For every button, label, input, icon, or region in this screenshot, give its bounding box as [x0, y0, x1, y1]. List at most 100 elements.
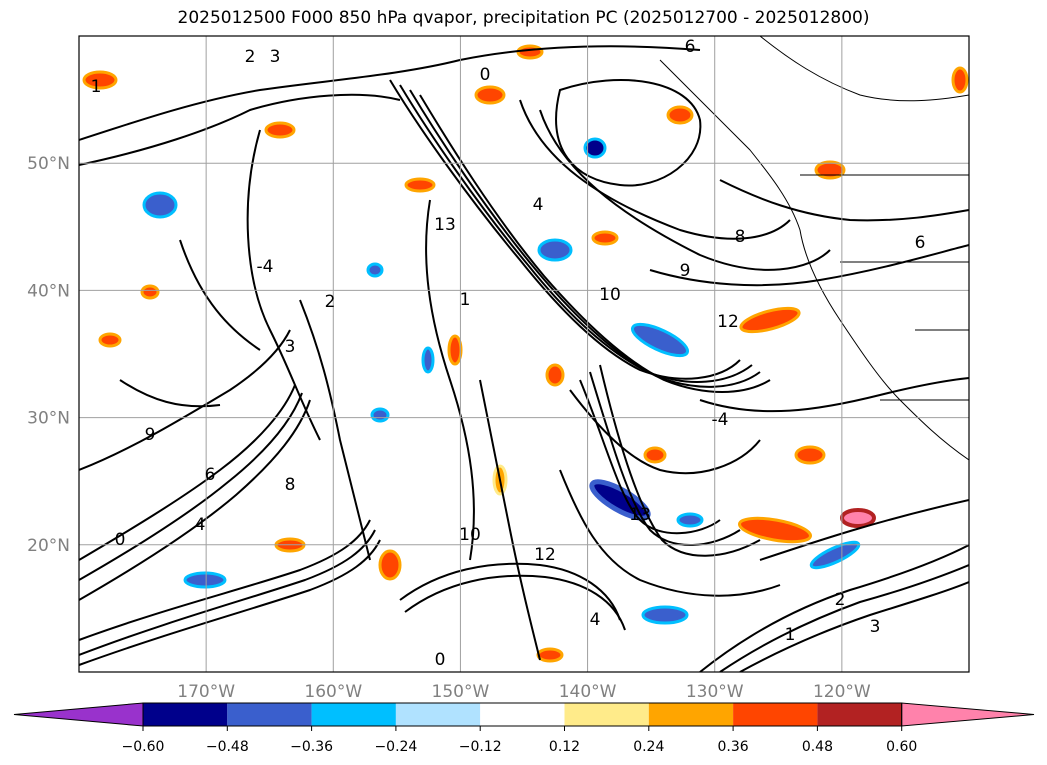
- precip-patch: [951, 66, 969, 94]
- precip-patch: [536, 647, 564, 663]
- lon-tick-label: 170°W: [177, 682, 235, 702]
- precip-patch: [545, 363, 565, 387]
- contour-label: 8: [285, 475, 296, 495]
- contour-line: [559, 469, 781, 597]
- precip-patch: [738, 516, 812, 544]
- contour-label: -4: [257, 257, 274, 277]
- precip-patch: [366, 262, 384, 278]
- precip-patch: [82, 70, 118, 90]
- contour-line: [299, 299, 371, 561]
- colorbar-tick-label: −0.60: [122, 739, 165, 755]
- colorbar-swatch: [143, 703, 228, 726]
- contour-label: 3: [870, 617, 881, 637]
- colorbar-swatch: [648, 703, 734, 726]
- colorbar-swatch: [227, 703, 312, 726]
- contour-line: [79, 529, 376, 656]
- axis-tick-labels: 170°W 160°W 150°W 140°W 130°W 120°W20°N30°N40…: [27, 154, 871, 702]
- colorbar-swatch: [480, 703, 565, 726]
- precip-patch: [630, 322, 690, 358]
- contour-line: [419, 94, 771, 393]
- contour-label: 12: [717, 312, 739, 332]
- precip-patch: [591, 230, 619, 246]
- colorbar-tick-label: 0.24: [633, 739, 664, 755]
- contour-line: [649, 244, 969, 287]
- coastline-north-america: [659, 59, 969, 461]
- colorbar-tick-label: −0.36: [290, 739, 333, 755]
- precip-patch: [378, 549, 402, 581]
- colorbar-swatch: [733, 703, 818, 726]
- map-frame: [78, 35, 970, 673]
- lat-tick-label: 30°N: [27, 409, 70, 429]
- contour-label: 6: [685, 37, 696, 57]
- contour-line: [589, 371, 741, 547]
- coastlines: [659, 36, 969, 461]
- lon-tick-label: 150°W: [432, 682, 490, 702]
- contour-label: 2: [835, 590, 846, 610]
- contour-line: [759, 499, 969, 561]
- contour-line: [555, 79, 702, 187]
- contour-label: 1: [91, 77, 102, 97]
- contour-label: 4: [195, 515, 206, 535]
- contour-label: 9: [145, 425, 156, 445]
- precip-patch: [516, 44, 544, 60]
- precip-patch: [794, 445, 826, 465]
- contour-label: 9: [680, 261, 691, 281]
- contour-label: 8: [735, 227, 746, 247]
- contour-label: 1: [460, 290, 471, 310]
- contour-line: [79, 539, 381, 666]
- precip-patch: [140, 284, 160, 300]
- contour-line: [519, 99, 791, 240]
- precip-patch: [183, 571, 227, 589]
- precip-patch: [537, 238, 573, 262]
- precip-patch: [643, 446, 667, 464]
- contour-label: 13: [434, 215, 456, 235]
- colorbar-extend-high: [901, 702, 1035, 727]
- colorbar-tick-label: 0.48: [802, 739, 833, 755]
- contour-label: -4: [712, 410, 729, 430]
- contour-line: [479, 379, 541, 661]
- contour-label: 4: [590, 610, 601, 630]
- contour-line: [404, 574, 626, 631]
- precip-patch: [583, 137, 607, 159]
- precip-patch: [814, 160, 846, 180]
- precip-patch: [641, 605, 689, 625]
- colorbar: −0.60 −0.48 −0.36 −0.24 −0.12 0.12 0.24 0.36 0.4…: [13, 702, 1035, 755]
- contour-label: 0: [115, 530, 126, 550]
- lat-tick-label: 50°N: [27, 154, 70, 174]
- contour-line: [246, 129, 321, 441]
- contour-line: [79, 45, 701, 141]
- colorbar-tick-label: −0.12: [459, 739, 502, 755]
- contour-label: 4: [533, 195, 544, 215]
- precip-patch: [739, 306, 801, 334]
- colorbar-swatch: [817, 703, 902, 726]
- precipitation-patches: [82, 44, 969, 663]
- colorbar-swatch: [395, 703, 481, 726]
- contour-line: [79, 399, 311, 601]
- contour-line: [699, 544, 969, 672]
- contour-line: [179, 239, 261, 351]
- contour-line: [79, 329, 291, 471]
- contour-line: [389, 79, 741, 380]
- contour-label: 13: [629, 505, 651, 525]
- contour-line: [79, 93, 401, 166]
- lon-tick-label: 120°W: [813, 682, 871, 702]
- contour-line: [399, 562, 621, 621]
- colorbar-tick-label: 0.12: [549, 739, 580, 755]
- qvapor-contour-lines: [79, 45, 969, 672]
- contour-label: 0: [480, 65, 491, 85]
- gridlines: [79, 36, 969, 672]
- contour-label: 0: [435, 650, 446, 670]
- contour-label: 6: [205, 465, 216, 485]
- contour-label: 12: [534, 545, 556, 565]
- lon-tick-label: 160°W: [304, 682, 362, 702]
- colorbar-frame: [142, 702, 903, 727]
- precip-patch: [98, 332, 122, 348]
- precip-patch: [809, 540, 861, 570]
- lon-tick-label: 140°W: [559, 682, 617, 702]
- precip-patch: [666, 105, 694, 125]
- contour-line: [79, 519, 371, 641]
- precip-patch: [404, 177, 436, 193]
- contour-line: [79, 392, 303, 581]
